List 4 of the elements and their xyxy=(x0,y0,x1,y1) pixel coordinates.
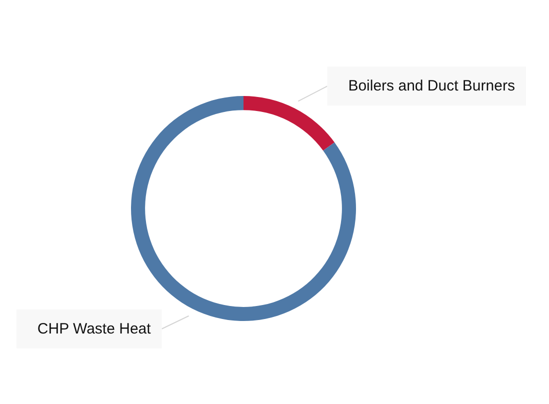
slice-label: CHP Waste Heat xyxy=(37,320,152,338)
slice-label: Boilers and Duct Burners xyxy=(348,78,515,95)
donut-slice xyxy=(244,96,335,151)
donut-slice xyxy=(131,96,356,321)
